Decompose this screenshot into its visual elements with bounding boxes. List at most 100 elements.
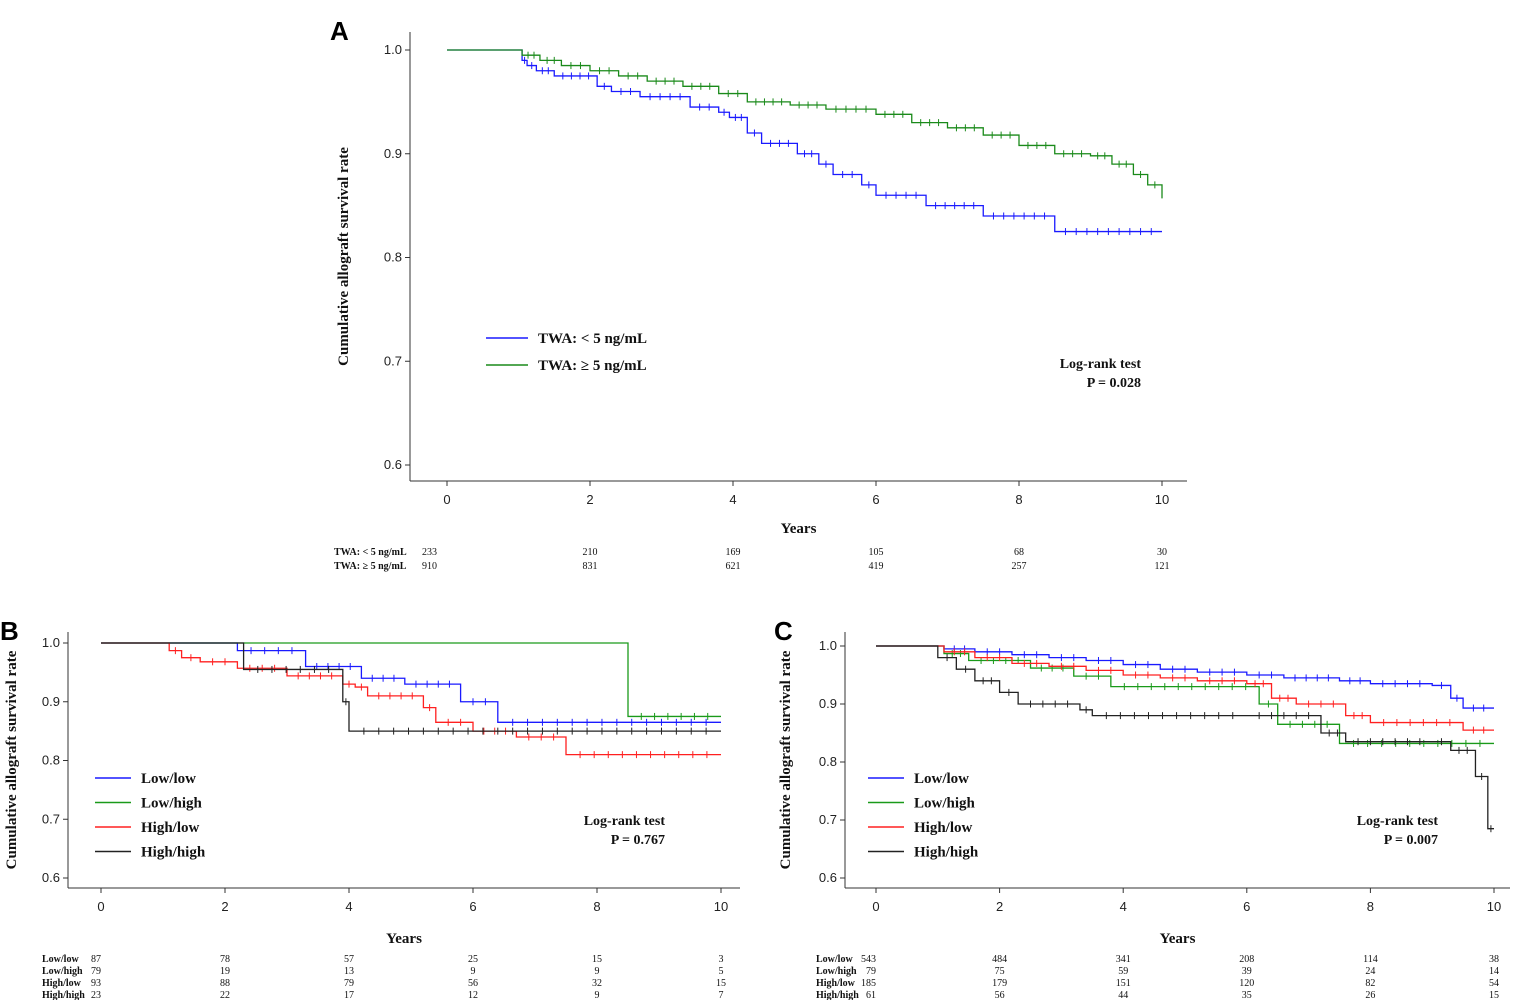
x-axis-label: Years <box>386 931 422 947</box>
risk-count: 26 <box>1365 990 1375 1000</box>
panel-label: C <box>774 616 793 646</box>
risk-count: 15 <box>1489 990 1499 1000</box>
risk-count: 82 <box>1365 978 1375 989</box>
x-tick-label: 4 <box>345 899 352 914</box>
risk-count: 44 <box>1118 990 1128 1000</box>
risk-count: 88 <box>220 978 230 989</box>
y-tick-label: 0.8 <box>384 250 402 265</box>
x-tick-label: 0 <box>872 899 879 914</box>
logrank-p-value: P = 0.007 <box>1384 833 1438 848</box>
logrank-title: Log-rank test <box>1357 814 1439 829</box>
y-axis-label: Cumulative allograft survival rate <box>778 650 794 869</box>
risk-row-label: TWA: ≥ 5 ng/mL <box>334 561 407 572</box>
risk-row-label: High/high <box>42 990 85 1000</box>
risk-count: 5 <box>719 966 724 977</box>
y-tick-label: 0.9 <box>42 694 60 709</box>
x-tick-label: 6 <box>469 899 476 914</box>
y-tick-label: 0.7 <box>42 811 60 826</box>
risk-count: 87 <box>91 954 101 965</box>
x-axis-label: Years <box>781 521 817 537</box>
y-tick-label: 0.7 <box>384 353 402 368</box>
risk-count: 68 <box>1014 547 1024 558</box>
legend-label: High/low <box>914 820 973 836</box>
x-axis-label: Years <box>1160 931 1196 947</box>
x-tick-label: 8 <box>593 899 600 914</box>
survival-curve-3 <box>101 642 721 732</box>
risk-row-label: High/low <box>816 978 856 989</box>
y-tick-label: 0.6 <box>42 870 60 885</box>
risk-count: 179 <box>992 978 1007 989</box>
risk-count: 25 <box>468 954 478 965</box>
x-tick-label: 2 <box>586 492 593 507</box>
risk-count: 9 <box>595 990 600 1000</box>
risk-count: 30 <box>1157 547 1167 558</box>
legend-label: Low/high <box>141 796 203 812</box>
risk-count: 54 <box>1489 978 1499 989</box>
risk-count: 79 <box>866 966 876 977</box>
risk-count: 208 <box>1239 954 1254 965</box>
legend-label: High/low <box>141 820 200 836</box>
risk-count: 831 <box>583 561 598 572</box>
panel-b: B 0.6 0.7 0.8 0.9 1.0 0 2 4 6 8 10 Cumulative allogr… <box>0 616 740 1000</box>
x-tick-label: 10 <box>1155 492 1169 507</box>
x-tick-label: 0 <box>97 899 104 914</box>
risk-row-label: Low/low <box>816 954 853 965</box>
y-tick-label: 0.8 <box>819 754 837 769</box>
logrank-title: Log-rank test <box>1060 357 1142 372</box>
risk-count: 621 <box>726 561 741 572</box>
logrank-p-value: P = 0.028 <box>1087 376 1141 391</box>
legend-label: Low/high <box>914 796 976 812</box>
panel-label: B <box>0 616 19 646</box>
y-tick-label: 1.0 <box>819 638 837 653</box>
legend-label: High/high <box>914 845 979 861</box>
risk-count: 15 <box>592 954 602 965</box>
x-tick-label: 0 <box>443 492 450 507</box>
x-tick-label: 4 <box>729 492 736 507</box>
risk-count: 12 <box>468 990 478 1000</box>
risk-count: 57 <box>344 954 354 965</box>
risk-count: 13 <box>344 966 354 977</box>
risk-count: 419 <box>869 561 884 572</box>
risk-count: 210 <box>583 547 598 558</box>
x-tick-label: 8 <box>1367 899 1374 914</box>
risk-count: 114 <box>1363 954 1378 965</box>
risk-row-label: Low/low <box>42 954 79 965</box>
risk-count: 79 <box>344 978 354 989</box>
y-tick-label: 0.8 <box>42 753 60 768</box>
survival-curve-2 <box>876 645 1494 731</box>
risk-row-label: High/high <box>816 990 859 1000</box>
legend-label: Low/low <box>914 771 969 787</box>
panel-label: A <box>330 16 349 46</box>
risk-count: 93 <box>91 978 101 989</box>
y-tick-label: 0.7 <box>819 812 837 827</box>
y-tick-label: 0.9 <box>819 696 837 711</box>
risk-count: 78 <box>220 954 230 965</box>
logrank-title: Log-rank test <box>584 814 666 829</box>
survival-curve-1 <box>101 642 721 718</box>
risk-count: 169 <box>726 547 741 558</box>
legend-label: Low/low <box>141 771 196 787</box>
survival-curve-0 <box>447 49 1162 233</box>
risk-count: 105 <box>869 547 884 558</box>
risk-count: 38 <box>1489 954 1499 965</box>
y-axis-label: Cumulative allograft survival rate <box>4 650 20 869</box>
risk-count: 341 <box>1116 954 1131 965</box>
x-tick-label: 2 <box>221 899 228 914</box>
risk-count: 3 <box>719 954 724 965</box>
risk-count: 75 <box>995 966 1005 977</box>
risk-count: 61 <box>866 990 876 1000</box>
x-tick-label: 6 <box>872 492 879 507</box>
risk-count: 9 <box>595 966 600 977</box>
risk-count: 9 <box>471 966 476 977</box>
risk-count: 15 <box>716 978 726 989</box>
risk-count: 257 <box>1012 561 1027 572</box>
y-tick-label: 0.6 <box>819 870 837 885</box>
x-tick-label: 8 <box>1015 492 1022 507</box>
risk-count: 151 <box>1116 978 1131 989</box>
legend-label: High/high <box>141 845 206 861</box>
risk-count: 19 <box>220 966 230 977</box>
legend-label: TWA: ≥ 5 ng/mL <box>538 358 647 374</box>
risk-row-label: Low/high <box>42 966 83 977</box>
risk-count: 59 <box>1118 966 1128 977</box>
